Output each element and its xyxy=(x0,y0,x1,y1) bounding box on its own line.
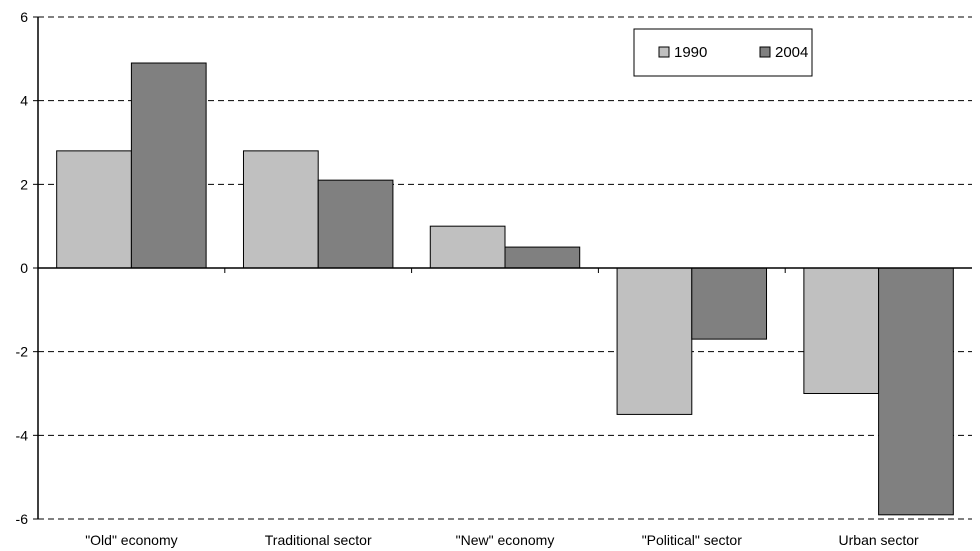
legend-label-1990: 1990 xyxy=(674,44,707,61)
bar-2004 xyxy=(878,267,954,516)
x-category-label: "Political" sector xyxy=(642,532,743,548)
bar-2004 xyxy=(504,246,581,269)
bar-1990 xyxy=(429,225,506,269)
legend-swatch-2004 xyxy=(759,46,771,58)
bars xyxy=(56,62,954,516)
legend: 1990 2004 xyxy=(633,28,813,77)
y-tick-label: -6 xyxy=(16,511,29,527)
x-category-label: "New" economy xyxy=(456,532,555,548)
bar-2004 xyxy=(317,179,394,269)
bar-1990 xyxy=(803,267,880,394)
y-tick-label: 4 xyxy=(20,93,28,109)
legend-label-2004: 2004 xyxy=(775,44,808,61)
bar-1990 xyxy=(242,150,319,269)
y-tick-label: 6 xyxy=(20,9,28,25)
x-category-label: "Old" economy xyxy=(85,532,177,548)
x-axis-ticks: "Old" economy Traditional sector "New" eco… xyxy=(85,268,919,548)
y-tick-label: 0 xyxy=(20,260,28,276)
y-axis-ticks: -6 -4 -2 0 2 4 6 xyxy=(16,9,38,527)
legend-swatch-1990 xyxy=(658,46,670,58)
y-tick-label: -2 xyxy=(16,344,29,360)
x-category-label: Traditional sector xyxy=(265,532,372,548)
bar-1990 xyxy=(56,150,132,269)
bar-1990 xyxy=(616,267,693,415)
y-tick-label: -4 xyxy=(16,427,29,443)
y-tick-label: 2 xyxy=(20,176,28,192)
bar-2004 xyxy=(130,62,207,269)
x-category-label: Urban sector xyxy=(839,532,919,548)
bar-2004 xyxy=(691,267,768,340)
